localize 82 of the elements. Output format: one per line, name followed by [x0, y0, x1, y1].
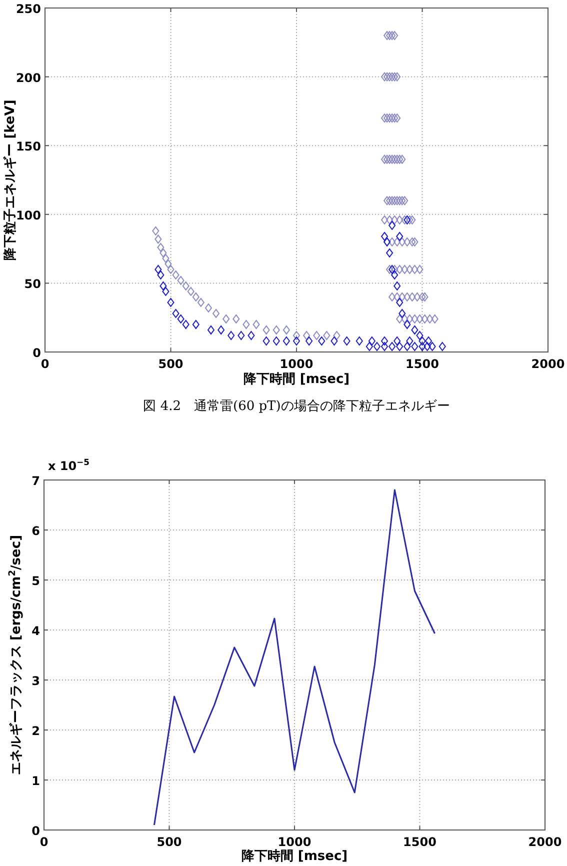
y-axis-title: 降下粒子エネルギー [keV]	[3, 100, 18, 260]
point	[207, 325, 214, 334]
point	[394, 281, 401, 290]
point	[411, 342, 418, 351]
point	[418, 336, 426, 346]
point	[154, 264, 162, 274]
y-tick-label: 0	[32, 824, 40, 838]
point	[438, 342, 446, 351]
point	[386, 248, 394, 258]
point	[272, 336, 280, 346]
x-tick-label: 500	[156, 835, 182, 849]
text: x 10$^{−5}$	[48, 457, 90, 473]
point	[425, 336, 432, 346]
point	[398, 308, 406, 318]
y-tick-label: 7	[32, 474, 40, 488]
point	[388, 342, 396, 351]
point	[418, 342, 426, 351]
y-tick-label: 1	[32, 774, 40, 788]
x-tick-label: 500	[158, 357, 184, 371]
point	[381, 336, 388, 346]
point	[391, 270, 398, 280]
y-tick-label: 4	[32, 624, 40, 638]
point	[424, 342, 431, 351]
point	[157, 270, 164, 280]
point	[282, 336, 290, 346]
y-tick-label: 50	[24, 277, 41, 292]
point	[404, 342, 411, 351]
point	[318, 336, 326, 346]
point	[381, 342, 388, 351]
y-tick-label: 3	[32, 674, 40, 688]
point	[396, 342, 404, 351]
point	[293, 336, 300, 346]
point	[343, 336, 350, 346]
point	[167, 298, 174, 307]
point	[248, 330, 255, 340]
point	[394, 336, 401, 346]
x-axis-title: 降下時間 [msec]	[243, 372, 350, 387]
point	[373, 342, 380, 351]
y-tick-label: 2	[32, 724, 40, 738]
y-tick-label: 100	[16, 208, 41, 222]
y-tick-label: 5	[32, 574, 40, 588]
point	[368, 336, 376, 346]
point	[262, 336, 270, 346]
point	[428, 342, 436, 351]
point	[404, 215, 411, 224]
x-tick-label: 0	[40, 357, 50, 371]
point	[396, 232, 404, 241]
x-tick-label: 2000	[531, 357, 565, 371]
point	[388, 220, 396, 230]
x-tick-label: 1000	[280, 357, 314, 371]
x-tick-label: 2000	[528, 835, 562, 849]
point	[396, 298, 404, 307]
point	[381, 232, 388, 241]
y-tick-label: 200	[16, 70, 41, 85]
point	[192, 320, 200, 329]
y-tick-label: 150	[16, 140, 41, 154]
x-tick-label: 1500	[406, 357, 439, 371]
y-tick-label: 6	[32, 524, 40, 538]
caption: 図 4.2 通常雷(60 pT)の場合の降下粒子エネルギー	[143, 399, 450, 414]
point	[177, 314, 184, 324]
point	[172, 308, 180, 318]
point	[238, 330, 245, 340]
point	[411, 325, 418, 334]
point	[356, 336, 363, 346]
x-axis-title: 降下時間 [msec]	[241, 849, 348, 864]
point	[218, 325, 225, 334]
x-tick-label: 1000	[278, 835, 312, 849]
point	[406, 336, 414, 346]
point	[404, 320, 411, 329]
line-series	[153, 489, 436, 826]
point	[330, 336, 338, 346]
point	[388, 264, 396, 274]
y-tick-label: 250	[16, 2, 41, 16]
point	[182, 320, 190, 329]
point	[228, 330, 235, 340]
point	[366, 342, 373, 351]
point	[306, 336, 313, 346]
y-tick-label: 0	[32, 346, 41, 360]
point	[162, 286, 170, 296]
point	[160, 281, 167, 290]
x-tick-label: 1500	[403, 835, 436, 849]
point	[416, 330, 424, 340]
